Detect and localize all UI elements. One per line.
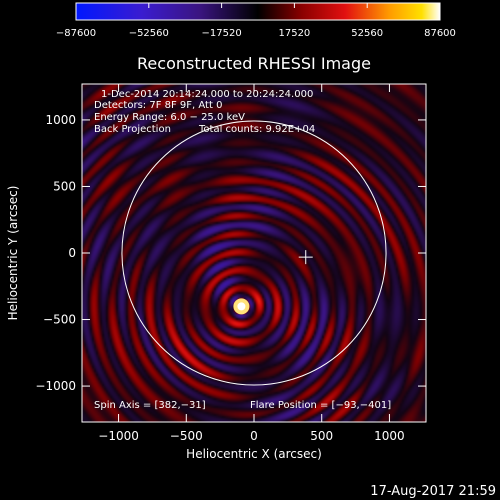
annotation-counts: Total counts: 9.92E+04 bbox=[198, 124, 315, 135]
footer-timestamp: 17-Aug-2017 21:59 bbox=[370, 484, 496, 499]
annotation-time-range: 1-Dec-2014 20:14:24.000 to 20:24:24.000 bbox=[101, 89, 313, 100]
y-tick-label: 500 bbox=[53, 179, 76, 193]
y-axis-label: Heliocentric Y (arcsec) bbox=[6, 186, 20, 321]
x-tick-label: −500 bbox=[170, 429, 203, 443]
spin-axis-marker bbox=[298, 250, 313, 265]
colorbar-gradient bbox=[75, 2, 441, 21]
colorbar-tick-label: −17520 bbox=[201, 28, 241, 39]
solar-limb-circle bbox=[121, 120, 387, 386]
colorbar-tick-label: 87600 bbox=[424, 28, 456, 39]
x-tick-label: 500 bbox=[310, 429, 333, 443]
x-axis-label: Heliocentric X (arcsec) bbox=[186, 447, 322, 461]
annotation-flare-position: Flare Position = [−93,−401] bbox=[250, 400, 391, 411]
annotation-energy: Energy Range: 6.0 − 25.0 keV bbox=[94, 112, 245, 123]
colorbar: −87600 −52560 −17520 17520 52560 87600 bbox=[56, 2, 456, 39]
axis-ticks: −1000 −500 0 500 1000 −1000 −500 0 500 1000 bbox=[35, 84, 426, 443]
annotation-method: Back Projection bbox=[94, 124, 171, 135]
colorbar-tick-label: −52560 bbox=[129, 28, 169, 39]
y-tick-label: −1000 bbox=[35, 379, 76, 393]
y-tick-label: 0 bbox=[68, 246, 76, 260]
annotation-detectors: Detectors: 7F 8F 9F, Att 0 bbox=[94, 100, 222, 111]
colorbar-tick-label: 52560 bbox=[351, 28, 383, 39]
y-tick-label: 1000 bbox=[45, 113, 76, 127]
colorbar-ticks: −87600 −52560 −17520 17520 52560 87600 bbox=[56, 3, 456, 39]
colorbar-tick-label: −87600 bbox=[56, 28, 96, 39]
colorbar-tick-label: 17520 bbox=[278, 28, 310, 39]
annotation-spin-axis: Spin Axis = [382,−31] bbox=[94, 400, 206, 411]
flare-source-peak bbox=[237, 302, 246, 311]
x-tick-label: 1000 bbox=[374, 429, 405, 443]
chart-title: Reconstructed RHESSI Image bbox=[137, 54, 371, 73]
image-panel: −1000 −500 0 500 1000 −1000 −500 0 500 1000 1-Dec… bbox=[35, 83, 427, 443]
x-tick-label: 0 bbox=[250, 429, 258, 443]
y-tick-label: −500 bbox=[43, 313, 76, 327]
heatmap-image bbox=[82, 84, 426, 422]
x-tick-label: −1000 bbox=[98, 429, 139, 443]
